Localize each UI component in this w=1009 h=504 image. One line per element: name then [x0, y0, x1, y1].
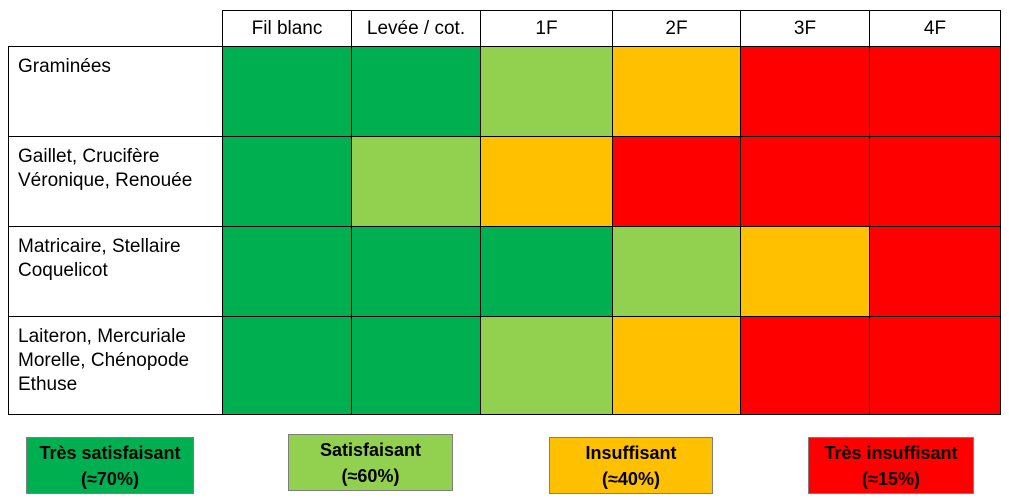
heatmap-cell [741, 47, 870, 137]
heatmap-cell [613, 137, 741, 227]
legend-label: Insuffisant [585, 442, 677, 463]
row-label: Graminées [8, 47, 223, 137]
heatmap-cell [870, 47, 1001, 137]
corner-cell [8, 10, 223, 47]
heatmap-cell [223, 47, 352, 137]
legend-label: Satisfaisant [319, 439, 422, 460]
heatmap-cell [870, 317, 1001, 415]
heatmap-cell [223, 227, 352, 317]
column-header: 1F [481, 10, 613, 47]
heatmap-cell [481, 137, 613, 227]
heatmap-cell [352, 137, 481, 227]
row-label: Gaillet, Crucifère Véronique, Renouée [8, 137, 223, 227]
legend-item: Insuffisant (≈40%) [549, 437, 713, 494]
heatmap-cell [870, 137, 1001, 227]
heatmap-cell [352, 317, 481, 415]
legend-value: (≈15%) [862, 468, 920, 489]
efficacy-heatmap-table: Fil blanc Levée / cot. 1F 2F 3F 4F Graminées Ga… [8, 10, 1001, 415]
legend-item: Satisfaisant (≈60%) [288, 434, 453, 491]
heatmap-cell [481, 47, 613, 137]
row-label: Laiteron, Mercuriale Morelle, Chénopode … [8, 317, 223, 415]
heatmap-cell [613, 47, 741, 137]
heatmap-cell [741, 137, 870, 227]
legend-value: (≈40%) [602, 468, 660, 489]
heatmap-cell [223, 137, 352, 227]
legend-item: Très insuffisant (≈15%) [808, 437, 974, 494]
heatmap-cell [223, 317, 352, 415]
heatmap-cell [613, 227, 741, 317]
heatmap-cell [613, 317, 741, 415]
column-header: Levée / cot. [352, 10, 481, 47]
heatmap-cell [741, 227, 870, 317]
row-label: Matricaire, Stellaire Coquelicot [8, 227, 223, 317]
column-header: 3F [741, 10, 870, 47]
legend-value: (≈60%) [341, 465, 400, 486]
heatmap-cell [352, 47, 481, 137]
legend-value: (≈70%) [81, 468, 139, 489]
legend-label: Très insuffisant [824, 442, 958, 463]
legend-label: Très satisfaisant [39, 442, 181, 463]
column-header: Fil blanc [223, 10, 352, 47]
column-header: 2F [613, 10, 741, 47]
heatmap-cell [741, 317, 870, 415]
heatmap-cell [352, 227, 481, 317]
heatmap-cell [481, 317, 613, 415]
heatmap-cell [870, 227, 1001, 317]
column-header: 4F [870, 10, 1001, 47]
heatmap-cell [481, 227, 613, 317]
legend-item: Très satisfaisant (≈70%) [26, 437, 194, 494]
